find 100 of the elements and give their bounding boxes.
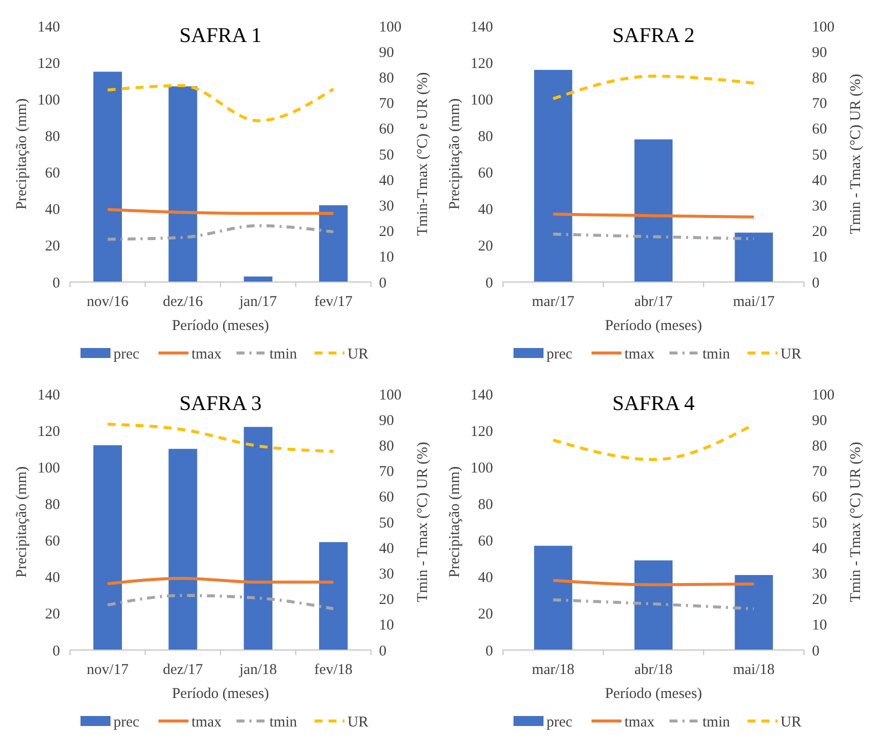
y2-tick-label: 50 [379, 515, 394, 532]
x-tick-label: jan/18 [238, 662, 277, 678]
y2-tick-label: 30 [812, 566, 827, 582]
x-tick-label: dez/17 [162, 662, 204, 678]
y2-tick-label: 90 [812, 44, 827, 61]
y2-tick-label: 100 [812, 387, 834, 404]
y-tick-label: 120 [38, 424, 60, 440]
y2-tick-label: 90 [379, 412, 394, 429]
y2-tick-label: 10 [379, 250, 394, 266]
y-tick-label: 120 [470, 424, 493, 440]
y-tick-label: 120 [470, 56, 493, 72]
y2-tick-label: 20 [812, 224, 827, 240]
chart-title: SAFRA 1 [179, 23, 262, 47]
y-tick-label: 100 [470, 92, 493, 108]
y-axis-title: Precipitação (mm) [447, 98, 463, 210]
y2-tick-label: 80 [812, 70, 827, 86]
x-tick-label: jan/17 [238, 294, 278, 310]
y2-tick-label: 60 [812, 122, 827, 138]
y-tick-label: 60 [478, 166, 493, 182]
x-axis-title: Período (meses) [604, 686, 702, 702]
x-tick-label: nov/16 [86, 294, 129, 310]
x-axis-title: Período (meses) [172, 686, 270, 702]
bar [534, 546, 572, 650]
legend-label: UR [348, 714, 368, 730]
legend-label: tmax [624, 346, 655, 362]
y-tick-label: 80 [478, 128, 493, 145]
y2-tick-label: 80 [379, 70, 394, 86]
x-tick-label: fev/18 [314, 662, 353, 678]
y2-tick-label: 50 [812, 515, 827, 532]
bar [244, 426, 272, 650]
legend-label: tmin [270, 346, 298, 362]
x-axis-title: Período (meses) [172, 318, 270, 334]
y2-tick-label: 50 [379, 147, 394, 164]
y-tick-label: 140 [38, 387, 60, 404]
y2-tick-label: 100 [379, 19, 402, 36]
legend-label: tmax [192, 346, 222, 362]
y-tick-label: 140 [38, 19, 60, 36]
y2-tick-label: 0 [812, 643, 820, 660]
y2-tick-label: 10 [812, 618, 827, 634]
x-axis-title: Período (meses) [604, 318, 702, 334]
chart-title: SAFRA 4 [612, 391, 696, 415]
y2-tick-label: 10 [379, 618, 394, 634]
line-series [106, 84, 335, 122]
legend-label: UR [780, 346, 802, 362]
y-tick-label: 0 [486, 275, 493, 292]
y-tick-label: 100 [38, 460, 60, 476]
y2-tick-label: 70 [812, 96, 827, 112]
y2-tick-label: 40 [812, 172, 827, 189]
x-tick-label: fev/17 [314, 294, 354, 310]
x-tick-label: mar/17 [532, 294, 575, 310]
bar [534, 70, 572, 282]
bar [168, 86, 198, 282]
y-tick-label: 140 [470, 19, 493, 36]
legend-label: prec [546, 714, 573, 730]
bar [734, 232, 773, 282]
legend-label: UR [348, 346, 368, 362]
y-tick-label: 40 [45, 202, 60, 218]
y-tick-label: 80 [478, 496, 493, 513]
y2-tick-label: 60 [379, 122, 394, 138]
legend-label: prec [114, 714, 140, 730]
y-axis-title: Precipitação (mm) [14, 466, 30, 578]
bar [244, 276, 272, 282]
y2-tick-label: 30 [812, 198, 827, 214]
x-tick-label: mai/18 [732, 662, 775, 678]
y2-tick-label: 40 [379, 172, 394, 189]
y2-tick-label: 0 [812, 275, 820, 292]
y-tick-label: 40 [45, 570, 60, 586]
y2-axis-title: Tmin-Tmax (°C) e UR (%) [415, 72, 431, 236]
x-tick-label: mai/17 [732, 294, 776, 310]
y-tick-label: 100 [470, 460, 493, 476]
y2-tick-label: 20 [379, 224, 394, 240]
y2-tick-label: 100 [379, 387, 402, 404]
line-series [106, 224, 335, 241]
y2-axis-title: Tmin - Tmax (°C) UR (%) [415, 442, 431, 602]
y2-tick-label: 0 [379, 275, 386, 292]
y2-tick-label: 70 [379, 96, 394, 112]
y-tick-label: 20 [45, 238, 60, 255]
chart-title: SAFRA 3 [179, 391, 262, 415]
y2-tick-label: 0 [379, 643, 386, 660]
y2-tick-label: 100 [812, 19, 834, 36]
y-tick-label: 140 [470, 387, 493, 404]
y2-tick-label: 70 [379, 464, 394, 480]
bar [319, 542, 348, 650]
y-tick-label: 100 [38, 92, 60, 108]
x-tick-label: mar/18 [532, 662, 574, 678]
y-tick-label: 60 [45, 534, 60, 550]
x-tick-label: dez/16 [162, 294, 204, 310]
y-axis-title: Precipitação (mm) [447, 466, 463, 578]
y2-tick-label: 10 [812, 250, 827, 266]
y2-tick-label: 60 [379, 490, 394, 506]
y-tick-label: 0 [52, 643, 60, 660]
y-tick-label: 40 [478, 570, 493, 586]
y-axis-title: Precipitação (mm) [14, 98, 30, 210]
line-series [106, 422, 335, 453]
y2-tick-label: 80 [379, 438, 394, 454]
chart-title: SAFRA 2 [612, 23, 695, 47]
x-tick-label: nov/17 [86, 662, 129, 678]
bar [93, 72, 122, 282]
y-tick-label: 20 [45, 606, 60, 623]
y2-tick-label: 90 [379, 44, 394, 61]
